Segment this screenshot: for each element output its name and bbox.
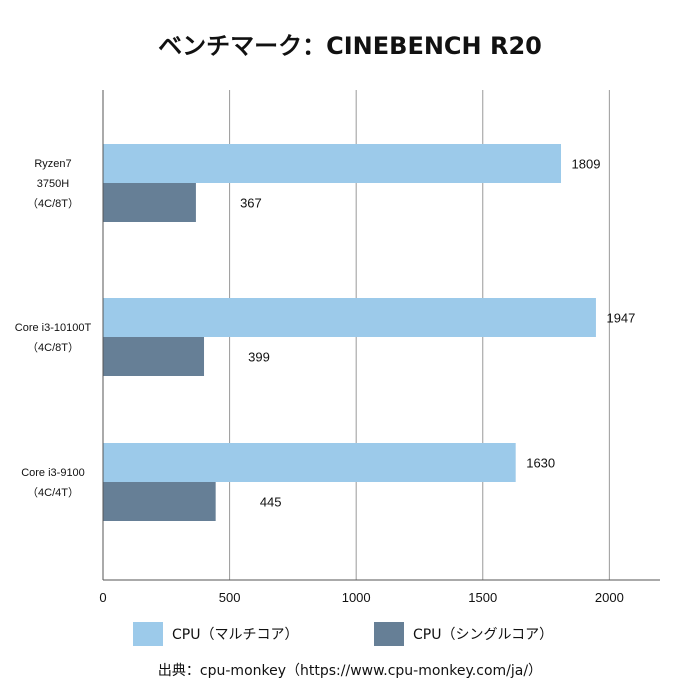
value-label-series0-cat1: 1947 — [606, 311, 635, 326]
x-tick-label-2000: 2000 — [595, 590, 624, 605]
bar-series0-cat1 — [103, 298, 596, 337]
legend-swatch-multi — [133, 622, 163, 646]
value-label-series1-cat2: 445 — [260, 495, 282, 510]
legend-item-multi: CPU（マルチコア） — [133, 620, 298, 648]
value-label-series1-cat1: 399 — [248, 350, 270, 365]
chart-legend: CPU（マルチコア） CPU（シングルコア） — [0, 620, 700, 648]
bar-series1-cat2 — [103, 482, 216, 521]
x-tick-label-1500: 1500 — [468, 590, 497, 605]
category-label-2-1: （4C/4T） — [27, 486, 79, 499]
value-label-series0-cat2: 1630 — [526, 456, 555, 471]
category-label-1-0: Core i3-10100T — [15, 322, 92, 334]
legend-item-single: CPU（シングルコア） — [374, 620, 553, 648]
legend-swatch-single — [374, 622, 404, 646]
value-label-series1-cat0: 367 — [240, 196, 262, 211]
bar-series1-cat0 — [103, 183, 196, 222]
bar-series0-cat0 — [103, 144, 562, 183]
x-tick-label-500: 500 — [219, 590, 241, 605]
category-label-0-0: Ryzen7 — [34, 158, 71, 170]
x-tick-label-1000: 1000 — [342, 590, 371, 605]
category-label-0-1: 3750H — [37, 178, 69, 190]
x-tick-label-0: 0 — [99, 590, 106, 605]
category-label-2-0: Core i3-9100 — [21, 467, 85, 479]
legend-label-single: CPU（シングルコア） — [413, 627, 554, 643]
category-label-1-1: （4C/8T） — [27, 341, 79, 354]
source-note: 出典：cpu-monkey（https://www.cpu-monkey.com… — [157, 663, 543, 679]
chart-title: ベンチマーク：CINEBENCH R20 — [158, 32, 542, 60]
value-label-series0-cat0: 1809 — [572, 157, 601, 172]
bar-series0-cat2 — [103, 443, 516, 482]
bar-series1-cat1 — [103, 337, 205, 376]
category-label-0-2: （4C/8T） — [27, 197, 79, 210]
legend-label-multi: CPU（マルチコア） — [172, 627, 299, 643]
